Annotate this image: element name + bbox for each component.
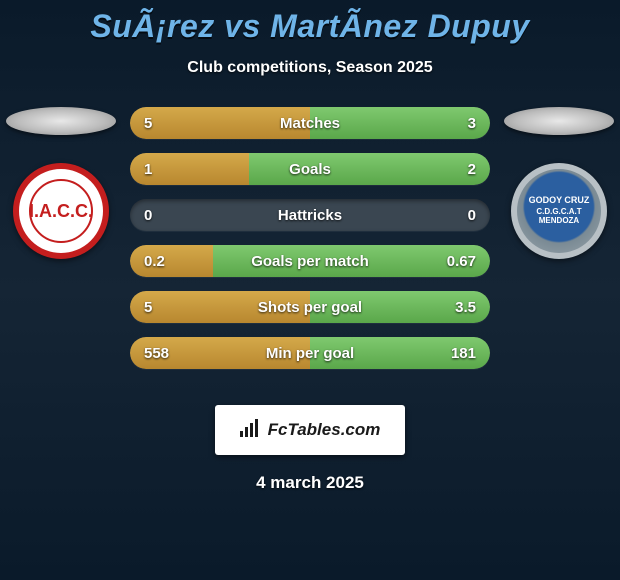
stat-value-left: 0 [144,199,152,231]
stat-bar-left [130,291,310,323]
crest-right: GODOY CRUZ C.D.G.C.A.T MENDOZA [511,163,607,259]
stat-bar-left [130,153,249,185]
player-right-column: GODOY CRUZ C.D.G.C.A.T MENDOZA [504,107,614,259]
stat-label: Hattricks [130,199,490,231]
crest-left: I.A.C.C. [13,163,109,259]
stat-row: 12Goals [130,153,490,185]
stat-bar-left [130,245,213,277]
stat-value-right: 0 [468,199,476,231]
infographic: SuÃ¡rez vs MartÃ­nez Dupuy Club competit… [0,0,620,580]
stat-bar-right [310,337,490,369]
chart-icon [240,419,262,442]
stat-bar-left [130,107,310,139]
footer-logo: FcTables.com [215,405,405,455]
stat-bar-right [249,153,490,185]
stat-row: 0.20.67Goals per match [130,245,490,277]
crest-left-text: I.A.C.C. [29,201,93,222]
stat-row: 53.5Shots per goal [130,291,490,323]
player-left-placeholder [6,107,116,135]
stat-row: 53Matches [130,107,490,139]
stat-bar-right [310,291,490,323]
crest-right-text-bottom: MENDOZA [539,217,579,226]
page-title: SuÃ¡rez vs MartÃ­nez Dupuy [0,8,620,45]
stats-list: 53Matches 12Goals 0 0Hattricks 0.20.67Goals … [130,107,490,369]
crest-right-text-top: GODOY CRUZ [529,196,590,206]
player-right-placeholder [504,107,614,135]
comparison-arena: I.A.C.C. GODOY CRUZ C.D.G.C.A.T MENDOZA … [0,107,620,387]
stat-bar-right [310,107,490,139]
stat-row: 0 0Hattricks [130,199,490,231]
player-left-column: I.A.C.C. [6,107,116,259]
stat-row: 558181Min per goal [130,337,490,369]
footer-logo-text: FcTables.com [268,420,381,440]
stat-bar-left [130,337,310,369]
stat-bar-right [213,245,490,277]
subtitle: Club competitions, Season 2025 [0,59,620,77]
date-label: 4 march 2025 [0,473,620,493]
